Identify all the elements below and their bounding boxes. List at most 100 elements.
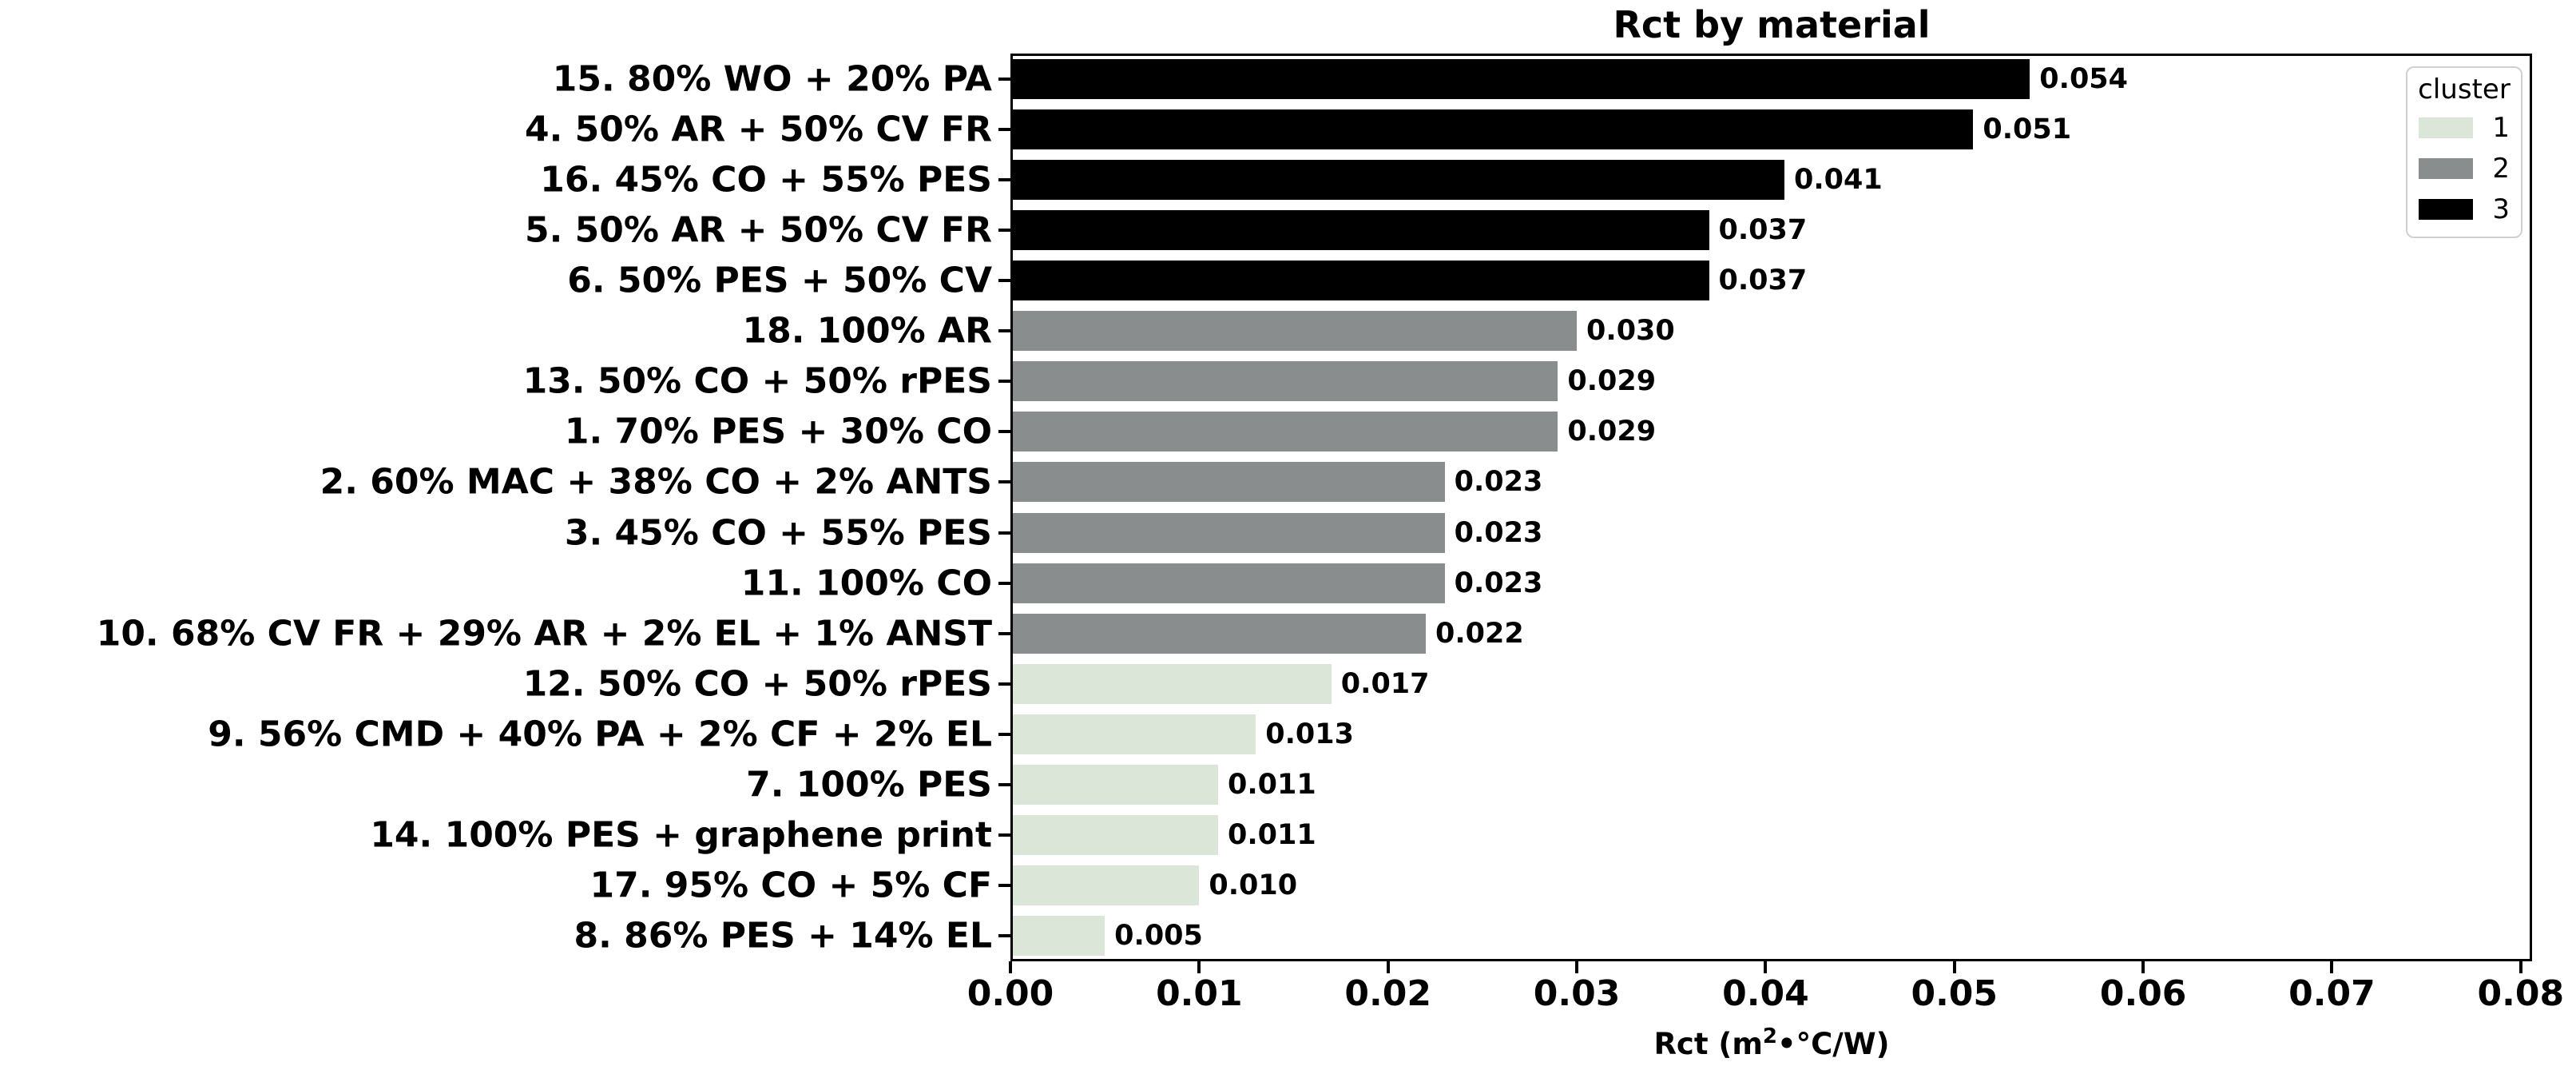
legend-item-label: 1 [2492,111,2510,144]
y-axis-category-label: 4. 50% AR + 50% CV FR [525,109,992,150]
y-tick-mark [998,783,1010,787]
y-tick-mark [998,127,1010,131]
legend-swatch [2419,117,2473,138]
y-tick-mark [998,380,1010,384]
x-axis-label-suffix: •°C/W) [1777,1027,1890,1061]
bar-value-label: 0.051 [1983,113,2072,145]
x-tick-label: 0.01 [1156,973,1243,1014]
legend: cluster 1 2 3 [2406,66,2522,238]
bar-value-label: 0.022 [1435,617,1524,650]
bar-value-label: 0.054 [2039,62,2129,95]
y-tick-mark [998,77,1010,81]
y-axis-category-label: 1. 70% PES + 30% CO [564,411,992,452]
x-tick-mark [1764,961,1768,973]
x-tick-label: 0.03 [1533,973,1621,1014]
x-tick-label: 0.05 [1911,973,1998,1014]
x-tick-label: 0.07 [2288,973,2376,1014]
bar [1013,58,2030,99]
bar [1013,714,1256,754]
y-tick-mark [998,177,1010,181]
bar [1013,865,1200,906]
bar [1013,815,1218,856]
y-axis-category-label: 3. 45% CO + 55% PES [564,512,992,554]
bar-value-label: 0.023 [1454,466,1543,499]
x-axis-label-prefix: Rct (m [1653,1027,1763,1061]
x-axis-label-superscript: 2 [1762,1024,1778,1048]
legend-item-label: 3 [2492,193,2510,225]
x-tick-label: 0.06 [2099,973,2187,1014]
bar [1013,159,1785,200]
bar-value-label: 0.005 [1114,920,1203,953]
y-tick-mark [998,430,1010,434]
bar-value-label: 0.037 [1718,265,1808,296]
y-axis-category-label: 8. 86% PES + 14% EL [574,915,992,957]
x-tick-mark [2518,961,2522,973]
x-tick-mark [1197,961,1201,973]
y-axis-category-label: 16. 45% CO + 55% PES [540,159,992,201]
bar-value-label: 0.011 [1227,819,1316,852]
bar-value-label: 0.041 [1794,163,1883,196]
y-tick-mark [998,228,1010,232]
bar-value-label: 0.023 [1454,567,1543,599]
legend-title: cluster [2418,74,2511,105]
y-axis-category-label: 2. 60% MAC + 38% CO + 2% ANTS [320,461,992,503]
legend-item: 1 [2407,107,2521,148]
x-tick-mark [2330,961,2334,973]
y-axis-category-label: 7. 100% PES [746,764,992,806]
legend-item: 2 [2407,148,2521,189]
bar-value-label: 0.017 [1340,667,1430,700]
bar-value-label: 0.029 [1567,416,1657,448]
y-axis-category-label: 11. 100% CO [740,563,992,604]
x-tick-label: 0.08 [2477,973,2565,1014]
y-axis-category-label: 6. 50% PES + 50% CV [567,260,992,301]
x-tick-mark [1009,961,1012,973]
y-axis-category-label: 12. 50% CO + 50% rPES [522,663,992,705]
x-tick-mark [2141,961,2145,973]
y-tick-mark [998,531,1010,535]
legend-swatch [2419,157,2473,179]
y-tick-mark [998,631,1010,635]
y-tick-mark [998,329,1010,333]
bar [1013,209,1709,250]
bar [1013,261,1709,300]
bar [1013,512,1445,553]
legend-item-label: 2 [2492,152,2510,185]
bar [1013,109,1974,149]
bar [1013,563,1445,603]
x-axis-label: Rct (m2•°C/W) [1653,1024,1889,1061]
y-axis-category-label: 5. 50% AR + 50% CV FR [525,209,992,251]
bar [1013,311,1578,352]
bar-value-label: 0.023 [1454,516,1543,549]
bar-value-label: 0.013 [1265,718,1354,750]
bar [1013,663,1332,704]
y-tick-mark [998,934,1010,938]
y-tick-mark [998,833,1010,837]
plot-area: 0.054 0.051 0.041 0.037 0.037 0.030 0.029 0.029… [1010,54,2532,961]
bar [1013,361,1558,402]
y-axis-category-label: 18. 100% AR [742,310,992,352]
legend-item: 3 [2407,189,2521,229]
bar [1013,412,1558,452]
bar-value-label: 0.037 [1718,213,1808,246]
y-axis-category-label: 10. 68% CV FR + 29% AR + 2% EL + 1% ANST [96,613,992,654]
y-axis-category-label: 15. 80% WO + 20% PA [552,58,992,100]
y-tick-mark [998,279,1010,282]
x-tick-label: 0.02 [1344,973,1431,1014]
legend-items: 1 2 3 [2407,107,2521,229]
chart-title: Rct by material [1613,3,1931,46]
bar [1013,613,1426,654]
x-tick-label: 0.00 [966,973,1054,1014]
legend-swatch [2419,198,2473,220]
x-tick-label: 0.04 [1722,973,1809,1014]
y-tick-mark [998,884,1010,888]
y-tick-mark [998,480,1010,484]
bar-value-label: 0.030 [1586,315,1675,348]
y-axis-category-label: 14. 100% PES + graphene print [370,814,992,856]
y-tick-mark [998,733,1010,736]
y-axis-category-label: 13. 50% CO + 50% rPES [522,360,992,402]
y-axis-category-label: 17. 95% CO + 5% CF [589,865,992,906]
x-tick-mark [1575,961,1579,973]
x-tick-mark [1386,961,1390,973]
bar [1013,916,1105,957]
